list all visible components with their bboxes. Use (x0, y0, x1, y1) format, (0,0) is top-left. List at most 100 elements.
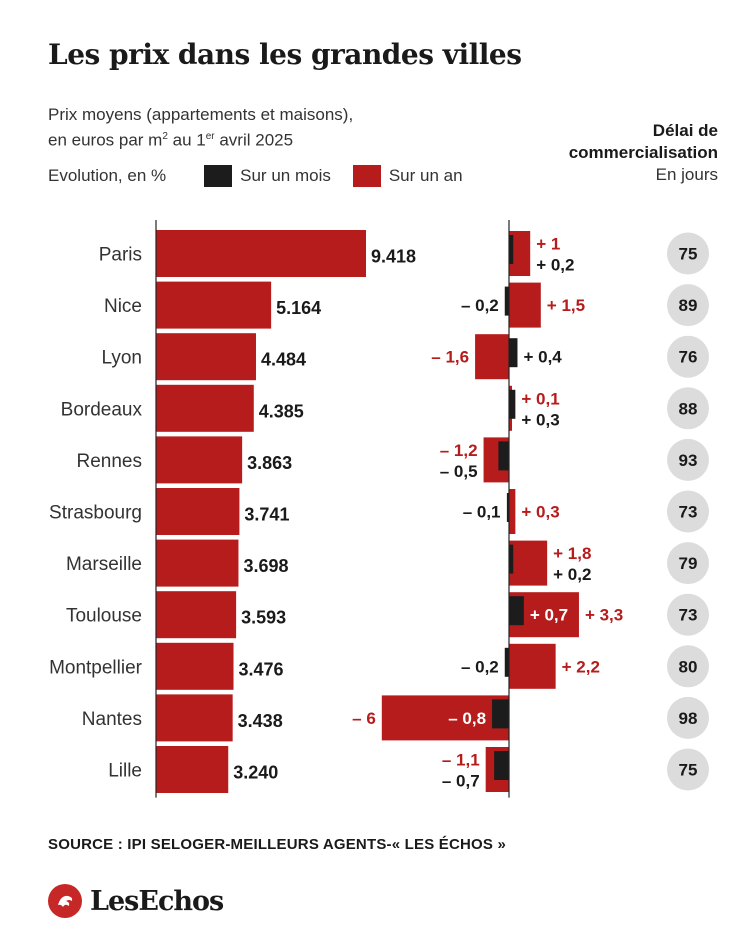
price-bar (156, 694, 233, 742)
city-label: Rennes (77, 451, 143, 472)
logo-wordmark: LesEchos (90, 885, 224, 917)
month-change-label: – 0,8 (448, 709, 486, 728)
delay-circle (667, 645, 709, 688)
delay-days-label: 75 (679, 761, 698, 780)
legend-item-month: Sur un mois (204, 165, 331, 187)
year-change-label: + 3,3 (585, 606, 623, 625)
delay-days-label: 98 (679, 709, 698, 728)
delay-days-label: 89 (679, 296, 698, 315)
year-change-label: + 1 (536, 235, 560, 254)
price-bar (156, 384, 254, 432)
price-value-label: 5.164 (276, 298, 321, 318)
delay-days-label: 75 (679, 245, 698, 264)
month-change-bar (509, 596, 524, 626)
price-value-label: 3.476 (239, 659, 284, 679)
price-chart: Paris 9.418 + 1 + 0,2 75 Nice 5.164 + 1,5 – 0,2 8… (49, 220, 709, 798)
legend-swatch-year (352, 165, 381, 187)
delay-days-label: 80 (679, 657, 698, 676)
year-change-bar (381, 695, 509, 741)
month-change-bar (504, 647, 509, 677)
price-value-label: 9.418 (371, 247, 416, 267)
year-change-bar (509, 489, 516, 534)
city-label: Marseille (66, 554, 142, 575)
delay-header-line2: commercialisation (568, 143, 718, 162)
month-change-label: – 0,5 (440, 462, 478, 481)
delay-circle (667, 438, 709, 481)
month-change-bar (509, 235, 514, 264)
year-change-bar (509, 540, 548, 586)
legend-year-label: Sur un an (388, 166, 463, 185)
month-change-bar (498, 441, 509, 471)
month-change-label: + 0,3 (521, 410, 559, 429)
month-change-label: + 0,4 (523, 348, 562, 367)
source-note: SOURCE : IPI SELOGER-MEILLEURS AGENTS-« … (48, 836, 507, 853)
year-change-bar (509, 643, 556, 689)
price-value-label: 3.438 (238, 711, 283, 731)
price-bar (156, 436, 243, 484)
price-value-label: 3.741 (244, 505, 289, 525)
year-change-label: – 6 (352, 709, 376, 728)
chart-subtitle: Prix moyens (appartements et maisons), e… (48, 104, 428, 152)
year-change-label: + 2,2 (562, 657, 600, 676)
price-bar (156, 333, 256, 381)
year-change-label: – 1,2 (440, 441, 478, 460)
price-value-label: 3.863 (247, 453, 292, 473)
legend-label: Evolution, en % (48, 166, 167, 185)
year-change-label: – 1,6 (431, 348, 469, 367)
delay-circle (667, 490, 709, 533)
delay-header-line1: Délai de (652, 121, 718, 140)
city-label: Lyon (102, 348, 143, 369)
price-bar (156, 591, 237, 639)
price-value-label: 3.593 (241, 608, 286, 628)
city-label: Lille (108, 761, 142, 782)
legend-swatch-month (204, 165, 233, 187)
year-change-label: + 1,5 (547, 296, 585, 315)
month-change-bar (509, 389, 516, 419)
month-change-bar (506, 493, 510, 522)
delay-days-label: 88 (679, 399, 698, 418)
month-change-label: + 0,2 (536, 256, 574, 275)
city-label: Montpellier (49, 657, 143, 678)
price-bar (156, 281, 272, 329)
year-change-label: – 1,1 (442, 751, 480, 770)
month-change-label: + 0,7 (530, 606, 568, 625)
delay-days-label: 79 (679, 554, 698, 573)
month-change-bar (509, 544, 514, 574)
delay-days-label: 73 (679, 503, 698, 522)
city-label: Paris (99, 245, 142, 266)
delay-circle (667, 593, 709, 636)
city-label: Bordeaux (61, 399, 143, 420)
price-value-label: 3.240 (233, 763, 278, 783)
delay-circle (667, 335, 709, 378)
subtitle-line-1: Prix moyens (appartements et maisons), (48, 105, 354, 124)
delay-days-label: 93 (679, 451, 698, 470)
year-change-label: + 0,3 (521, 503, 559, 522)
city-label: Toulouse (66, 606, 142, 627)
delay-header-unit: En jours (655, 165, 718, 184)
delay-circle (667, 387, 709, 430)
price-bar (156, 488, 240, 535)
subtitle-line-2: en euros par m2 au 1er avril 2025 (48, 130, 294, 150)
year-change-bar (509, 282, 541, 328)
year-change-label: + 0,1 (521, 389, 559, 408)
month-change-label: – 0,2 (461, 657, 499, 676)
month-change-label: – 0,2 (461, 296, 499, 315)
legend-item-year: Sur un an (352, 165, 463, 187)
city-label: Nantes (82, 709, 142, 730)
delay-circle (667, 748, 709, 791)
delay-column-header: Délai de commercialisation En jours (569, 120, 718, 186)
month-change-label: + 0,2 (553, 565, 591, 584)
price-value-label: 4.484 (261, 350, 306, 370)
price-bar (156, 746, 229, 793)
year-change-bar (475, 334, 509, 380)
year-change-bar (509, 231, 531, 276)
month-change-bar (509, 338, 518, 368)
logo-emblem-icon (48, 884, 82, 918)
delay-circle (667, 232, 709, 275)
legend: Evolution, en % Sur un mois Sur un an (48, 165, 463, 187)
chart-title: Les prix dans les grandes villes (48, 38, 522, 71)
price-bar (156, 539, 239, 587)
month-change-label: – 0,1 (463, 503, 501, 522)
city-label: Strasbourg (49, 503, 142, 524)
price-value-label: 3.698 (243, 556, 288, 576)
